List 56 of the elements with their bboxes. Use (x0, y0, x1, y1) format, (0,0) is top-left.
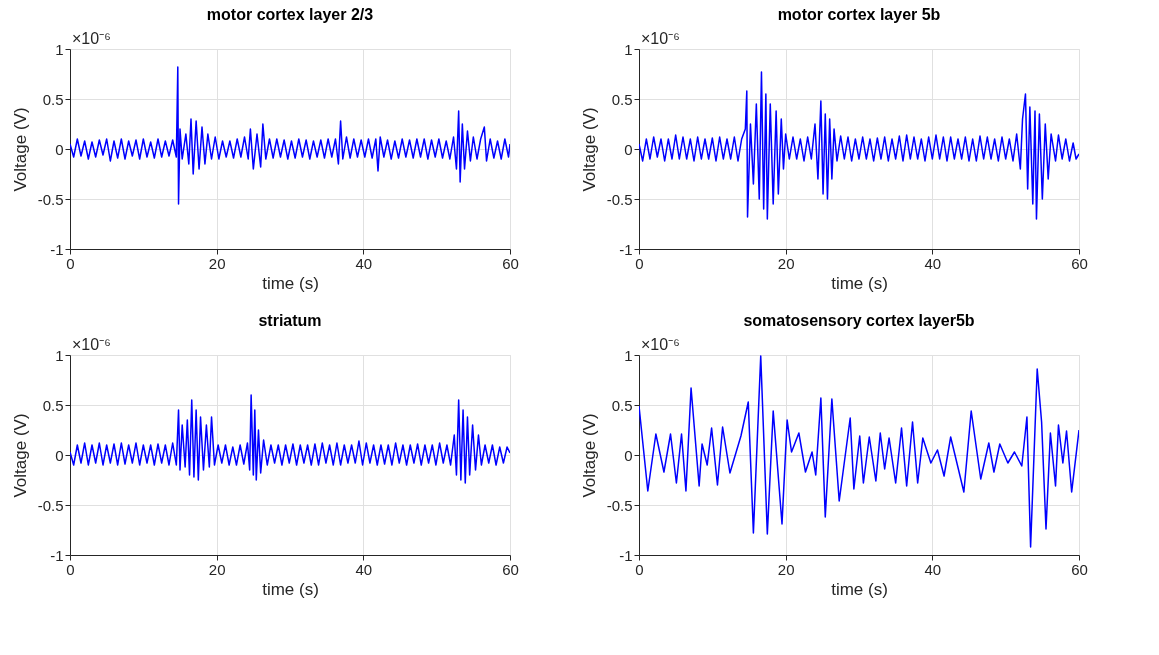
y-tick-label: -1 (50, 546, 64, 564)
x-axis-title: time (s) (831, 273, 888, 293)
y-axis-title: Voltage (V) (10, 107, 30, 192)
y-tick-label: 0 (624, 140, 633, 158)
y-tick-label: 0.5 (611, 90, 633, 108)
line-series (70, 66, 510, 205)
x-tick-label: 0 (635, 560, 644, 578)
x-tick-label: 0 (635, 254, 644, 272)
line-series (639, 355, 1079, 548)
y-axis-title: Voltage (V) (10, 413, 30, 498)
x-tick-label: 40 (355, 254, 373, 272)
y-tick-label: -0.5 (37, 190, 64, 208)
x-tick-label: 40 (924, 254, 942, 272)
x-tick-label: 40 (924, 560, 942, 578)
line-series (639, 71, 1079, 220)
y-tick-label: -0.5 (606, 496, 633, 514)
chart-title: motor cortex layer 5b (777, 6, 941, 23)
y-tick-label: 0 (55, 140, 64, 158)
text: ×10⁻⁶ (641, 336, 680, 353)
y-tick-label: -1 (619, 546, 633, 564)
x-tick-label: 0 (66, 560, 75, 578)
y-tick-label: -0.5 (37, 496, 64, 514)
x-tick-label: 60 (1071, 560, 1088, 578)
y-tick-label: 1 (55, 346, 64, 364)
chart-title: striatum (258, 312, 322, 329)
x-tick-label: 60 (502, 560, 519, 578)
chart-title: motor cortex layer 2/3 (206, 6, 374, 23)
x-axis-title: time (s) (262, 579, 319, 599)
x-tick-label: 20 (777, 560, 795, 578)
x-axis-title: time (s) (831, 579, 888, 599)
y-tick-label: -0.5 (606, 190, 633, 208)
y-tick-label: 0.5 (611, 396, 633, 414)
text: ×10⁻⁶ (641, 30, 680, 47)
x-tick-label: 60 (502, 254, 519, 272)
y-tick-label: 1 (624, 346, 633, 364)
chart-title: somatosensory cortex layer5b (743, 312, 975, 329)
y-tick-label: 1 (624, 40, 633, 58)
x-tick-label: 40 (355, 560, 373, 578)
x-tick-label: 20 (208, 254, 226, 272)
x-tick-label: 0 (66, 254, 75, 272)
line-series (70, 394, 510, 484)
y-tick-label: -1 (619, 240, 633, 258)
y-axis-title: Voltage (V) (579, 107, 599, 192)
x-tick-label: 60 (1071, 254, 1088, 272)
text: ×10⁻⁶ (72, 336, 111, 353)
x-tick-label: 20 (208, 560, 226, 578)
y-tick-label: -1 (50, 240, 64, 258)
y-tick-label: 0.5 (42, 396, 64, 414)
text: ×10⁻⁶ (72, 30, 111, 47)
y-axis-title: Voltage (V) (579, 413, 599, 498)
x-tick-label: 20 (777, 254, 795, 272)
x-axis-title: time (s) (262, 273, 319, 293)
y-tick-label: 1 (55, 40, 64, 58)
y-tick-label: 0 (624, 446, 633, 464)
y-tick-label: 0.5 (42, 90, 64, 108)
y-tick-label: 0 (55, 446, 64, 464)
